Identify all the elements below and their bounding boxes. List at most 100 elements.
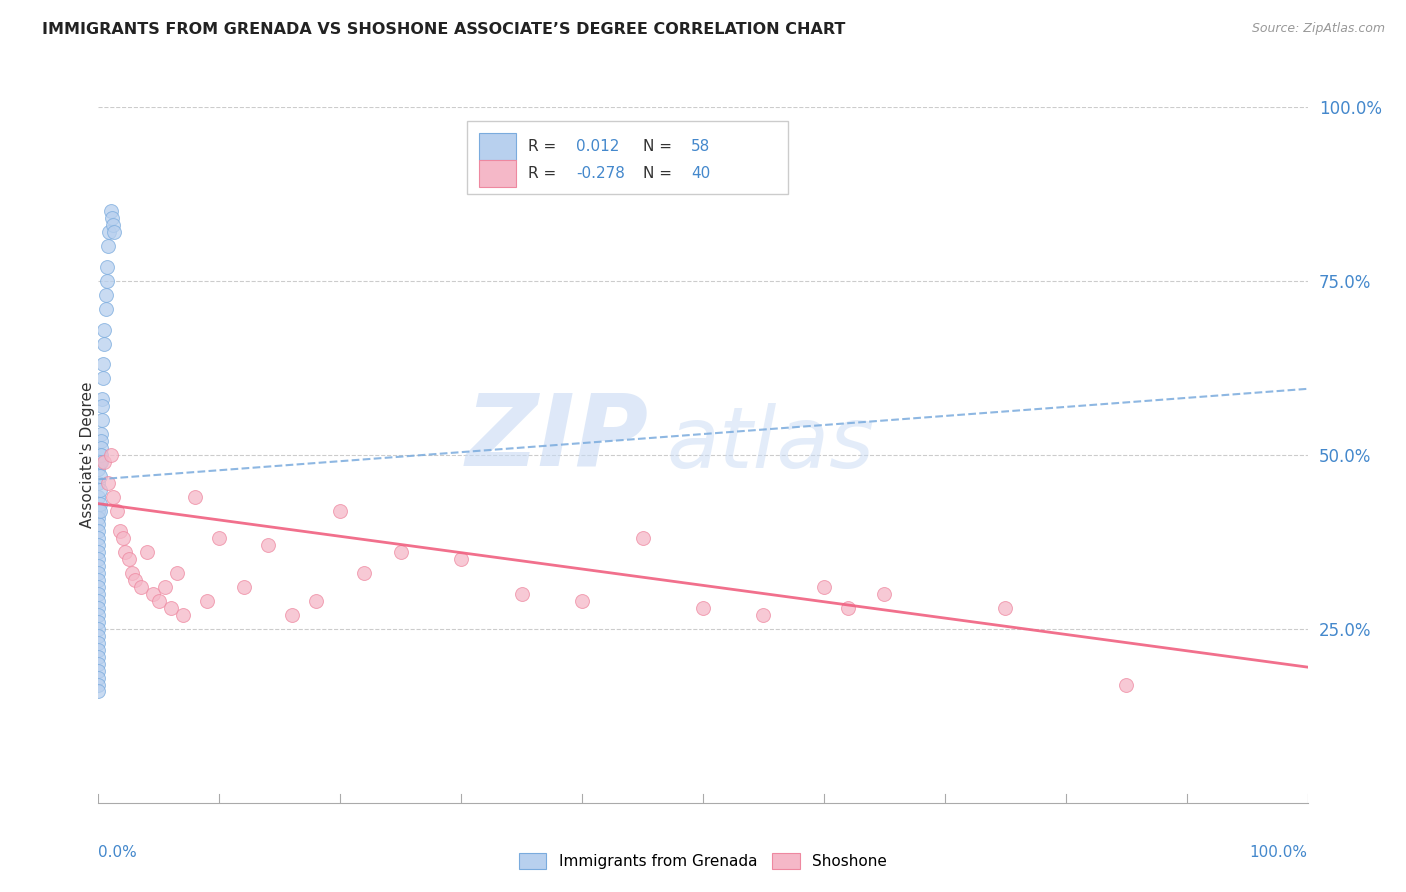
Point bbox=[184, 490, 207, 504]
Point bbox=[121, 566, 143, 581]
Point bbox=[87, 538, 110, 552]
Point bbox=[98, 225, 121, 239]
Point bbox=[148, 594, 170, 608]
Point bbox=[100, 204, 122, 219]
Point bbox=[571, 594, 593, 608]
Text: ZIP: ZIP bbox=[465, 389, 648, 486]
Y-axis label: Associate's Degree: Associate's Degree bbox=[80, 382, 94, 528]
Text: Source: ZipAtlas.com: Source: ZipAtlas.com bbox=[1251, 22, 1385, 36]
Point bbox=[873, 587, 896, 601]
Point bbox=[87, 490, 110, 504]
Point bbox=[96, 274, 118, 288]
Point bbox=[129, 580, 152, 594]
Point bbox=[101, 219, 124, 233]
Point bbox=[389, 545, 412, 559]
FancyBboxPatch shape bbox=[479, 133, 516, 160]
Point bbox=[631, 532, 654, 546]
Point bbox=[752, 607, 775, 622]
Point bbox=[87, 503, 110, 517]
Point bbox=[90, 427, 112, 442]
Point bbox=[87, 524, 110, 539]
Point bbox=[100, 211, 122, 226]
Point bbox=[101, 490, 124, 504]
Point bbox=[1115, 677, 1137, 691]
Text: R =: R = bbox=[527, 139, 561, 154]
Text: 0.012: 0.012 bbox=[576, 139, 620, 154]
Point bbox=[87, 601, 110, 615]
Point bbox=[87, 684, 110, 698]
Point bbox=[87, 552, 110, 566]
Text: R =: R = bbox=[527, 166, 561, 181]
Point bbox=[87, 573, 110, 587]
Point bbox=[87, 622, 110, 636]
Point bbox=[692, 601, 714, 615]
Point bbox=[124, 573, 146, 587]
Text: atlas: atlas bbox=[666, 403, 875, 486]
Point bbox=[87, 677, 110, 691]
Point bbox=[153, 580, 176, 594]
Point bbox=[87, 510, 110, 524]
Point bbox=[87, 642, 110, 657]
Point bbox=[108, 524, 131, 539]
Point bbox=[166, 566, 188, 581]
Legend: Immigrants from Grenada, Shoshone: Immigrants from Grenada, Shoshone bbox=[513, 847, 893, 875]
Point bbox=[103, 225, 125, 239]
Point bbox=[89, 448, 111, 462]
Point bbox=[114, 545, 136, 559]
Point bbox=[93, 336, 115, 351]
Point bbox=[305, 594, 328, 608]
Point bbox=[87, 657, 110, 671]
Point bbox=[90, 455, 112, 469]
Point bbox=[89, 483, 111, 497]
Point bbox=[208, 532, 231, 546]
Text: 40: 40 bbox=[690, 166, 710, 181]
Point bbox=[837, 601, 859, 615]
Point bbox=[89, 503, 111, 517]
Point bbox=[87, 475, 110, 490]
Point bbox=[87, 671, 110, 685]
Point bbox=[90, 441, 112, 455]
Point bbox=[87, 587, 110, 601]
Point bbox=[89, 497, 111, 511]
Point bbox=[105, 503, 128, 517]
Text: -0.278: -0.278 bbox=[576, 166, 624, 181]
Point bbox=[91, 399, 114, 413]
Point bbox=[87, 532, 110, 546]
Point bbox=[97, 475, 120, 490]
Text: N =: N = bbox=[643, 139, 676, 154]
Point bbox=[87, 580, 110, 594]
Point bbox=[87, 517, 110, 532]
Point bbox=[329, 503, 352, 517]
Point bbox=[510, 587, 533, 601]
Point bbox=[160, 601, 183, 615]
FancyBboxPatch shape bbox=[479, 161, 516, 186]
Point bbox=[281, 607, 304, 622]
Point bbox=[91, 371, 114, 385]
Point bbox=[91, 392, 114, 407]
Point bbox=[89, 455, 111, 469]
Point bbox=[994, 601, 1017, 615]
Point bbox=[142, 587, 165, 601]
Point bbox=[93, 323, 115, 337]
Point bbox=[172, 607, 194, 622]
Point bbox=[94, 288, 117, 302]
Point bbox=[97, 239, 120, 253]
Point bbox=[87, 629, 110, 643]
Point bbox=[90, 448, 112, 462]
Point bbox=[87, 636, 110, 650]
Point bbox=[93, 455, 115, 469]
Point bbox=[111, 532, 134, 546]
Text: IMMIGRANTS FROM GRENADA VS SHOSHONE ASSOCIATE’S DEGREE CORRELATION CHART: IMMIGRANTS FROM GRENADA VS SHOSHONE ASSO… bbox=[42, 22, 845, 37]
Point bbox=[90, 434, 112, 448]
Point bbox=[450, 552, 472, 566]
Point bbox=[91, 358, 114, 372]
Point bbox=[94, 301, 117, 316]
FancyBboxPatch shape bbox=[467, 121, 787, 194]
Point bbox=[813, 580, 835, 594]
Point bbox=[87, 615, 110, 629]
Point bbox=[87, 649, 110, 664]
Point bbox=[232, 580, 254, 594]
Point bbox=[100, 448, 122, 462]
Point bbox=[87, 607, 110, 622]
Point bbox=[87, 559, 110, 574]
